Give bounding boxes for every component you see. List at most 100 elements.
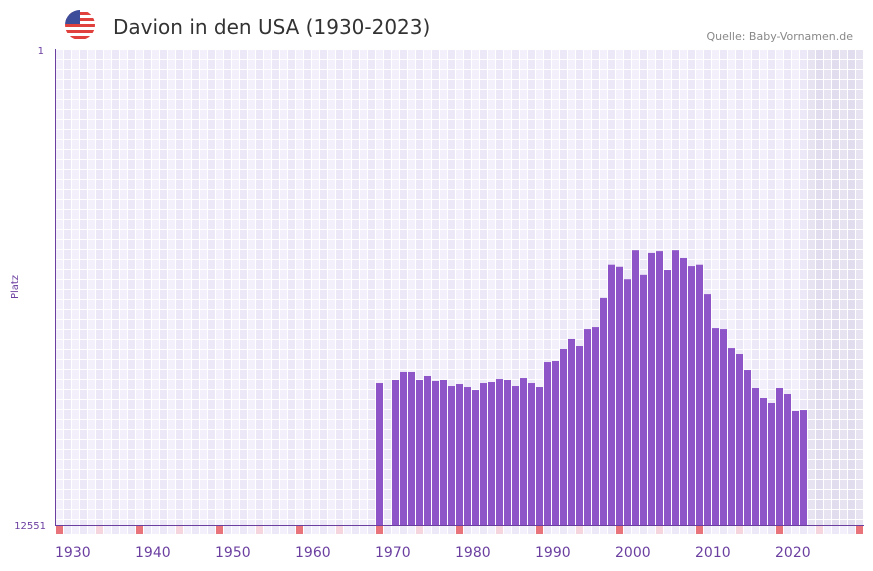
grid-cell <box>224 470 231 479</box>
grid-cell <box>696 110 703 119</box>
grid-cell <box>136 100 143 109</box>
grid-cell <box>272 310 279 319</box>
grid-cell <box>768 260 775 269</box>
grid-cell <box>320 380 327 389</box>
grid-cell <box>184 260 191 269</box>
grid-cell <box>856 280 863 289</box>
grid-cell <box>392 140 399 149</box>
grid-cell <box>712 260 719 269</box>
grid-cell <box>448 370 455 379</box>
grid-cell <box>536 240 543 249</box>
bar-1986 <box>504 379 511 525</box>
grid-cell <box>344 100 351 109</box>
grid-cell <box>224 450 231 459</box>
grid-cell <box>592 130 599 139</box>
grid-cell <box>96 380 103 389</box>
grid-cell <box>856 120 863 129</box>
grid-cell <box>208 310 215 319</box>
grid-cell <box>304 100 311 109</box>
grid-cell <box>272 450 279 459</box>
grid-cell <box>328 50 335 59</box>
grid-cell <box>584 60 591 69</box>
grid-cell <box>688 250 695 259</box>
grid-cell <box>400 240 407 249</box>
grid-cell <box>640 60 647 69</box>
grid-cell <box>376 190 383 199</box>
grid-cell <box>808 80 815 89</box>
year-marker-2003 <box>640 526 647 534</box>
grid-cell <box>480 190 487 199</box>
grid-cell <box>768 270 775 279</box>
grid-cell <box>96 510 103 519</box>
grid-cell <box>80 100 87 109</box>
grid-cell <box>184 170 191 179</box>
grid-cell <box>128 500 135 509</box>
grid-cell <box>152 440 159 449</box>
grid-cell <box>128 190 135 199</box>
grid-cell <box>520 220 527 229</box>
grid-cell <box>832 450 839 459</box>
grid-cell <box>128 380 135 389</box>
grid-cell <box>360 260 367 269</box>
grid-cell <box>760 340 767 349</box>
grid-cell <box>728 320 735 329</box>
grid-cell <box>296 370 303 379</box>
grid-cell <box>792 80 799 89</box>
grid-cell <box>280 410 287 419</box>
grid-cell <box>824 80 831 89</box>
grid-cell <box>88 480 95 489</box>
grid-cell <box>88 270 95 279</box>
grid-cell <box>96 410 103 419</box>
grid-cell <box>64 230 71 239</box>
grid-cell <box>368 520 375 525</box>
grid-cell <box>800 170 807 179</box>
grid-cell <box>144 520 151 525</box>
grid-cell <box>320 240 327 249</box>
grid-cell <box>248 300 255 309</box>
grid-cell <box>360 270 367 279</box>
grid-cell <box>472 110 479 119</box>
grid-cell <box>88 440 95 449</box>
grid-cell <box>808 390 815 399</box>
grid-cell <box>240 220 247 229</box>
grid-cell <box>352 90 359 99</box>
grid-cell <box>264 240 271 249</box>
grid-cell <box>144 410 151 419</box>
grid-cell <box>232 310 239 319</box>
grid-cell <box>104 480 111 489</box>
grid-cell <box>592 160 599 169</box>
grid-cell <box>616 230 623 239</box>
grid-cell <box>368 190 375 199</box>
grid-cell <box>416 220 423 229</box>
grid-cell <box>640 220 647 229</box>
grid-cell <box>128 260 135 269</box>
grid-cell <box>120 390 127 399</box>
grid-cell <box>856 190 863 199</box>
grid-cell <box>160 360 167 369</box>
grid-cell <box>400 350 407 359</box>
grid-cell <box>472 90 479 99</box>
grid-cell <box>304 130 311 139</box>
grid-cell <box>232 390 239 399</box>
grid-cell <box>392 180 399 189</box>
grid-cell <box>440 140 447 149</box>
grid-cell <box>144 220 151 229</box>
grid-cell <box>264 190 271 199</box>
grid-cell <box>736 110 743 119</box>
grid-cell <box>592 230 599 239</box>
grid-cell <box>80 180 87 189</box>
grid-cell <box>816 470 823 479</box>
grid-cell <box>448 170 455 179</box>
grid-cell <box>120 230 127 239</box>
grid-cell <box>520 180 527 189</box>
grid-cell <box>304 50 311 59</box>
grid-cell <box>776 150 783 159</box>
grid-cell <box>752 210 759 219</box>
grid-cell <box>824 440 831 449</box>
grid-cell <box>112 90 119 99</box>
grid-cell <box>824 120 831 129</box>
grid-cell <box>312 520 319 525</box>
grid-cell <box>808 380 815 389</box>
grid-cell <box>784 360 791 369</box>
grid-cell <box>512 330 519 339</box>
